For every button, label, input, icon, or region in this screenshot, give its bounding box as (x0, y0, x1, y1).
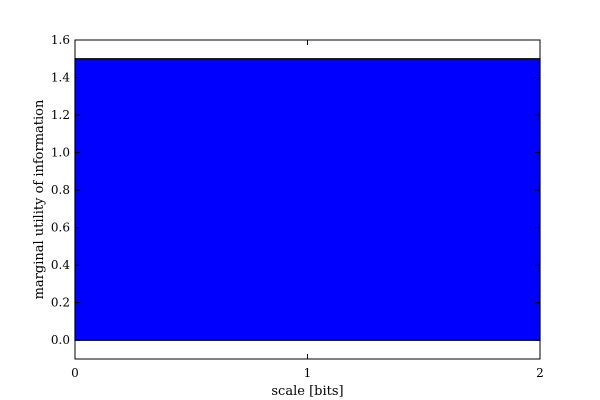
x-tick-label: 0 (71, 366, 79, 380)
y-tick-label: 0.6 (51, 221, 70, 235)
y-tick-label: 1.4 (51, 71, 70, 85)
area-series-0 (74, 58, 541, 341)
y-tick-label: 1.6 (51, 33, 70, 47)
y-tick-label: 0.8 (51, 183, 70, 197)
axis-ticks: 0 1 2 0.0 0.2 0.4 0.6 0.8 1.0 1.2 1.4 1.6 (51, 33, 544, 380)
y-tick-label: 0.4 (51, 258, 70, 272)
y-axis-label: marginal utility of information (32, 99, 47, 299)
y-tick-label: 1.0 (51, 146, 70, 160)
plot-area (74, 58, 541, 341)
x-tick-label: 2 (536, 366, 544, 380)
y-tick-label: 0.0 (51, 333, 70, 347)
y-tick-label: 0.2 (51, 296, 70, 310)
y-tick-label: 1.2 (51, 108, 70, 122)
x-tick-label: 1 (304, 366, 312, 380)
x-axis-label: scale [bits] (271, 384, 343, 399)
